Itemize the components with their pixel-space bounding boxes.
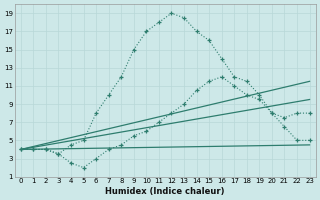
X-axis label: Humidex (Indice chaleur): Humidex (Indice chaleur)	[106, 187, 225, 196]
